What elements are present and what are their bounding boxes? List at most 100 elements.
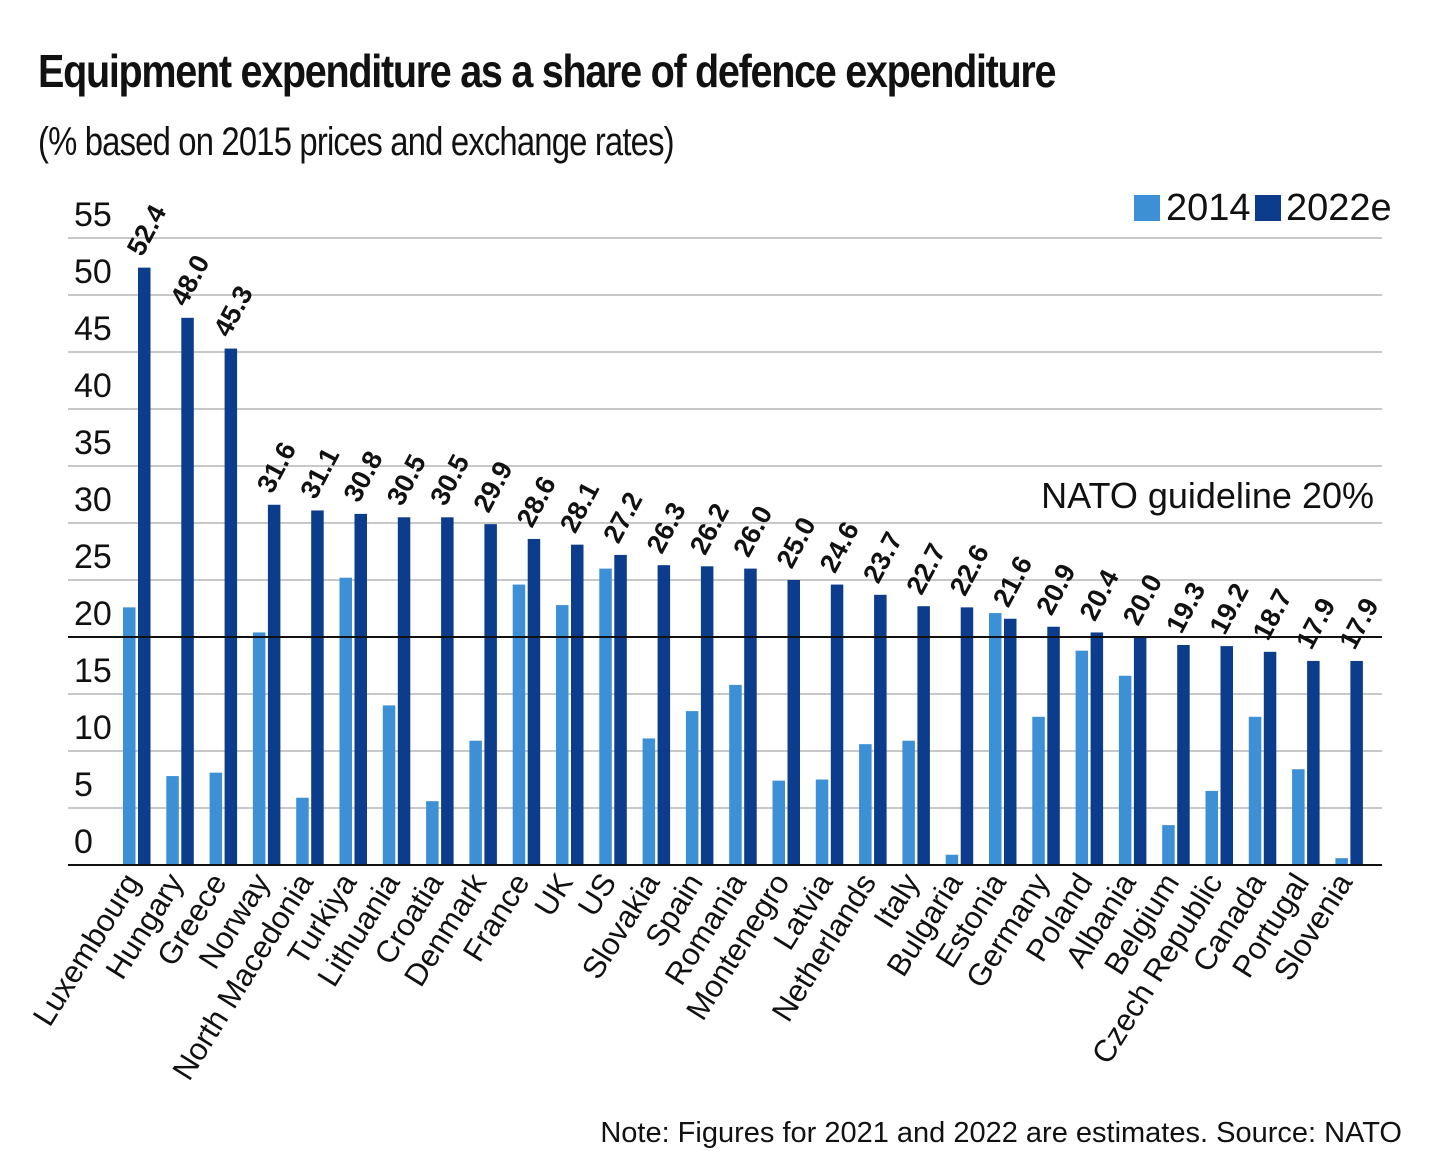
bar-2014 xyxy=(296,797,309,865)
y-tick-label: 40 xyxy=(74,367,112,405)
bar-2014 xyxy=(339,577,352,865)
bar-2022e xyxy=(441,517,454,865)
bar-2014 xyxy=(599,568,612,865)
value-label: 45.3 xyxy=(208,281,259,341)
bar-2022e xyxy=(267,504,281,865)
bar-2014 xyxy=(772,780,785,865)
bar-2022e xyxy=(787,580,800,865)
bar-2022e xyxy=(138,267,151,865)
bar-2022e xyxy=(311,510,324,865)
y-tick-label: 20 xyxy=(74,595,112,633)
bar-2014 xyxy=(642,738,656,865)
legend-label-2014: 2014 xyxy=(1166,187,1251,229)
legend: 2014 2022e xyxy=(1134,187,1392,229)
bar-2014 xyxy=(556,605,569,865)
y-tick-label: 55 xyxy=(74,196,112,234)
value-label: 52.4 xyxy=(121,200,172,260)
chart-subtitle: (% based on 2015 prices and exchange rat… xyxy=(38,120,675,164)
bar-2022e xyxy=(1220,646,1233,865)
y-axis-ticks: 0 5 10 15 20 25 30 35 40 45 50 55 xyxy=(74,196,112,861)
value-label: 26.2 xyxy=(684,499,735,559)
value-label: 26.0 xyxy=(727,501,778,561)
value-label: 22.7 xyxy=(900,539,951,599)
bar-2022e xyxy=(1177,644,1190,865)
bar-2014 xyxy=(1292,769,1305,865)
value-label: 26.3 xyxy=(641,498,692,558)
value-label: 30.5 xyxy=(381,450,432,510)
y-tick-label: 5 xyxy=(74,766,93,804)
legend-swatch-2014 xyxy=(1134,195,1160,221)
bar-2014 xyxy=(1075,650,1089,865)
bar-2014 xyxy=(469,740,482,865)
value-label: 21.6 xyxy=(987,551,1038,611)
bar-2014 xyxy=(859,744,872,865)
y-tick-label: 45 xyxy=(74,310,112,348)
bar-2022e xyxy=(571,544,584,865)
y-tick-label: 25 xyxy=(74,538,112,576)
value-label: 48.0 xyxy=(164,250,215,310)
bar-2014 xyxy=(729,684,742,865)
bar-2014 xyxy=(512,584,526,865)
value-label: 31.1 xyxy=(294,443,345,503)
bar-2022e xyxy=(354,513,367,865)
y-tick-label: 0 xyxy=(74,823,93,861)
y-tick-label: 50 xyxy=(74,253,112,291)
bar-2014 xyxy=(1118,675,1132,865)
bar-2014 xyxy=(426,801,439,865)
bar-2022e xyxy=(1307,660,1320,865)
bar-2014 xyxy=(1248,716,1262,865)
bar-2022e xyxy=(1047,626,1060,865)
value-label: 23.7 xyxy=(857,527,908,587)
bar-2022e xyxy=(224,348,238,866)
bar-2022e xyxy=(484,524,497,865)
bar-2022e xyxy=(1133,637,1147,865)
bar-2014 xyxy=(1162,825,1175,865)
source-note: Note: Figures for 2021 and 2022 are esti… xyxy=(600,1117,1402,1149)
legend-swatch-2022e xyxy=(1255,195,1281,221)
value-label: 18.7 xyxy=(1247,584,1298,644)
value-label: 19.3 xyxy=(1160,577,1211,637)
bar-2022e xyxy=(1263,651,1277,865)
bar-2022e xyxy=(397,517,411,865)
bar-2014 xyxy=(1205,790,1218,865)
bar-2014 xyxy=(209,772,223,865)
bar-2022e xyxy=(1350,660,1363,865)
chart-title: Equipment expenditure as a share of defe… xyxy=(38,45,1057,97)
bar-2014 xyxy=(815,779,829,865)
bar-2014 xyxy=(945,854,959,865)
bar-2014 xyxy=(1335,858,1348,865)
value-label: 17.9 xyxy=(1290,593,1341,653)
bar-2022e xyxy=(744,568,757,865)
bar-2022e xyxy=(1004,618,1017,865)
value-label: 20.0 xyxy=(1117,569,1168,629)
bar-2022e xyxy=(614,554,627,865)
value-label: 27.2 xyxy=(597,487,648,547)
bar-2014 xyxy=(685,711,699,865)
bar-2022e xyxy=(830,584,844,865)
value-label: 24.6 xyxy=(814,517,865,577)
bar-2022e xyxy=(527,538,541,865)
bar-2022e xyxy=(657,565,671,865)
value-label: 30.8 xyxy=(338,446,389,506)
y-tick-label: 10 xyxy=(74,709,112,747)
bar-2022e xyxy=(700,566,714,865)
category-label: UK xyxy=(527,867,580,922)
y-tick-label: 35 xyxy=(74,424,112,462)
nato-guideline-label: NATO guideline 20% xyxy=(1041,475,1374,516)
value-label: 28.1 xyxy=(554,477,605,537)
value-label: 22.6 xyxy=(944,540,995,600)
bar-2014 xyxy=(382,705,396,865)
y-tick-label: 30 xyxy=(74,481,112,519)
bar-2014 xyxy=(252,632,266,865)
bar-2014 xyxy=(166,776,179,865)
bars xyxy=(123,267,1363,866)
bar-2022e xyxy=(874,594,887,865)
bar-2014 xyxy=(1032,716,1045,865)
bar-2014 xyxy=(123,607,136,865)
bar-2022e xyxy=(917,606,930,865)
bar-2022e xyxy=(181,317,194,865)
value-label: 17.9 xyxy=(1333,593,1384,653)
legend-label-2022e: 2022e xyxy=(1286,187,1392,229)
